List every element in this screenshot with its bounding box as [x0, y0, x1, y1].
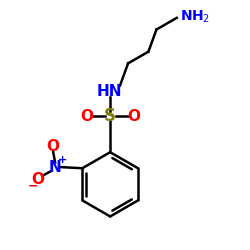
- Text: O: O: [80, 109, 93, 124]
- Text: −: −: [28, 180, 39, 193]
- Text: N: N: [49, 160, 62, 174]
- Text: HN: HN: [96, 84, 122, 99]
- Text: O: O: [47, 138, 60, 154]
- Text: O: O: [31, 172, 44, 187]
- Text: S: S: [104, 107, 116, 125]
- Text: NH$_2$: NH$_2$: [180, 8, 210, 25]
- Text: +: +: [58, 155, 67, 165]
- Text: O: O: [127, 109, 140, 124]
